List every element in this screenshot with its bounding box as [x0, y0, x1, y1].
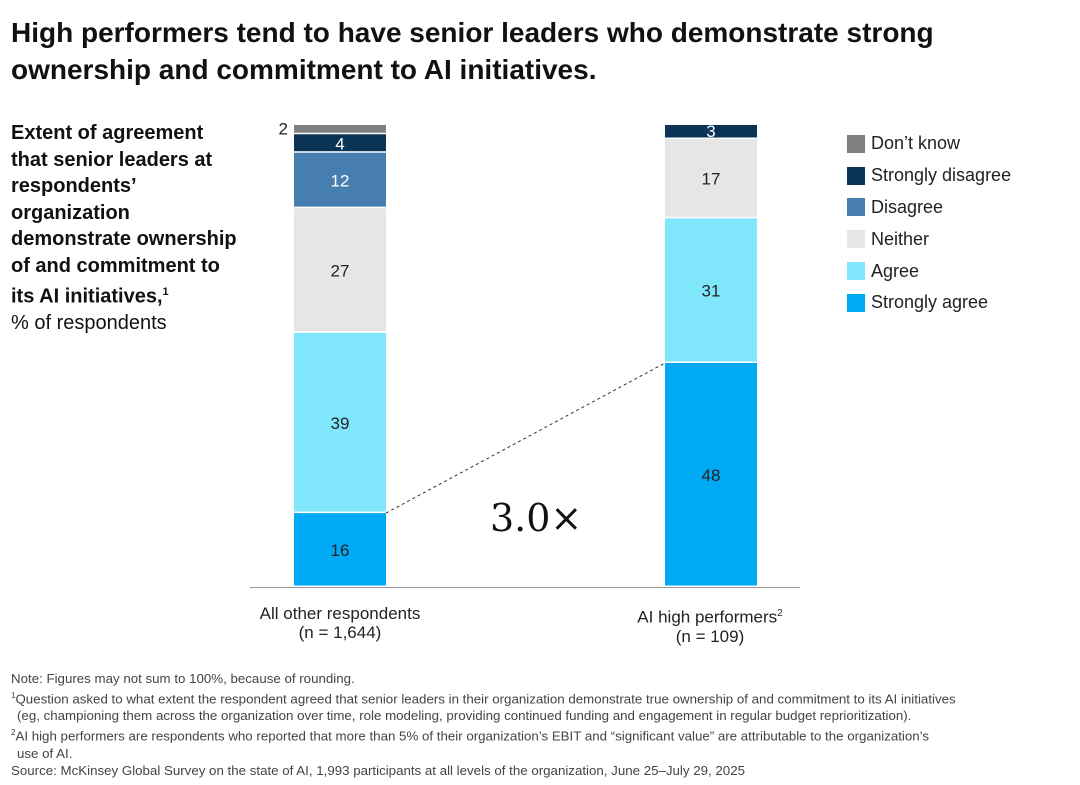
legend-swatch [847, 262, 865, 281]
data-label-strongly-disagree: 4 [335, 134, 344, 153]
subtitle-text: Extent of agreement that senior leaders … [11, 122, 237, 308]
data-label-strongly-agree: 48 [702, 466, 721, 485]
unit-label: % of respondents [11, 312, 167, 335]
legend-item: Disagree [847, 192, 1011, 224]
data-label-don-t-know: 2 [279, 120, 288, 139]
chart-subtitle: Extent of agreement that senior leaders … [11, 120, 241, 337]
legend-swatch [847, 134, 865, 153]
legend-swatch [847, 293, 865, 312]
bar-segment-strongly-disagree [665, 125, 757, 138]
legend-item: Don’t know [847, 128, 1011, 160]
footnote-text: AI high performers are respondents who r… [15, 728, 930, 744]
category-n: (n = 109) [675, 626, 745, 646]
footnote-text: Question asked to what extent the respon… [15, 691, 956, 707]
footnote-2: 2AI high performers are respondents who … [11, 724, 1079, 761]
legend: Don’t know Strongly disagree Disagree Neith… [847, 128, 1011, 319]
bar-segment-agree [294, 332, 386, 512]
category-label-all-other: All other respondents (n = 1,644) [230, 604, 450, 642]
data-label-strongly-agree: 16 [331, 541, 350, 560]
legend-item: Strongly disagree [847, 160, 1011, 192]
data-label-neither: 27 [331, 262, 350, 281]
legend-item: Neither [847, 223, 1011, 255]
footnote-mark: 1 [11, 691, 16, 700]
bar-segment-disagree [294, 152, 386, 207]
legend-item: Agree [847, 255, 1011, 287]
bar-segment-don-t-know [294, 125, 386, 133]
data-label-strongly-disagree: 3 [706, 122, 715, 141]
note: Note: Figures may not sum to 100%, becau… [11, 671, 355, 686]
legend-label: Agree [871, 260, 920, 281]
bar-segment-strongly-disagree [294, 134, 386, 152]
legend-swatch [847, 198, 865, 217]
source: Source: McKinsey Global Survey on the st… [11, 762, 745, 778]
comparison-dashed-line [385, 362, 666, 514]
data-label-neither: 17 [702, 170, 721, 189]
bar-segment-agree [665, 218, 757, 362]
footnotes: Note: Figures may not sum to 100%, becau… [11, 670, 1079, 779]
footnote-1: 1Question asked to what extent the respo… [11, 687, 1079, 724]
legend-label: Strongly agree [871, 292, 989, 313]
legend-label: Strongly disagree [871, 165, 1012, 186]
bar-segment-strongly-agree [294, 513, 386, 586]
footnote-text-cont: (eg, championing them across the organiz… [17, 708, 912, 724]
chart-title: High performers tend to have senior lead… [11, 17, 934, 85]
category-n: (n = 1,644) [298, 623, 382, 642]
bar-segment-strongly-agree [665, 363, 757, 586]
data-label-agree: 31 [702, 282, 721, 301]
footnote-text-cont: use of AI. [17, 745, 73, 761]
multiplier-annotation: 3.0× [490, 496, 583, 540]
subtitle-footnote: 1 [162, 286, 169, 298]
data-label-agree: 39 [331, 414, 350, 433]
bar-segment-neither [665, 139, 757, 217]
legend-swatch [847, 166, 865, 185]
legend-label: Neither [871, 228, 930, 249]
category-footnote: 2 [777, 608, 783, 619]
data-label-disagree: 12 [331, 171, 350, 190]
legend-item: Strongly agree [847, 287, 1011, 319]
category-label-high-performers: AI high performers2 (n = 109) [600, 604, 820, 646]
category-name: All other respondents [259, 604, 421, 623]
legend-label: Don’t know [871, 133, 961, 154]
legend-swatch [847, 230, 865, 249]
bar-segment-neither [294, 208, 386, 332]
category-name: AI high performers [637, 607, 778, 627]
legend-label: Disagree [871, 196, 944, 217]
footnote-mark: 2 [11, 728, 16, 738]
